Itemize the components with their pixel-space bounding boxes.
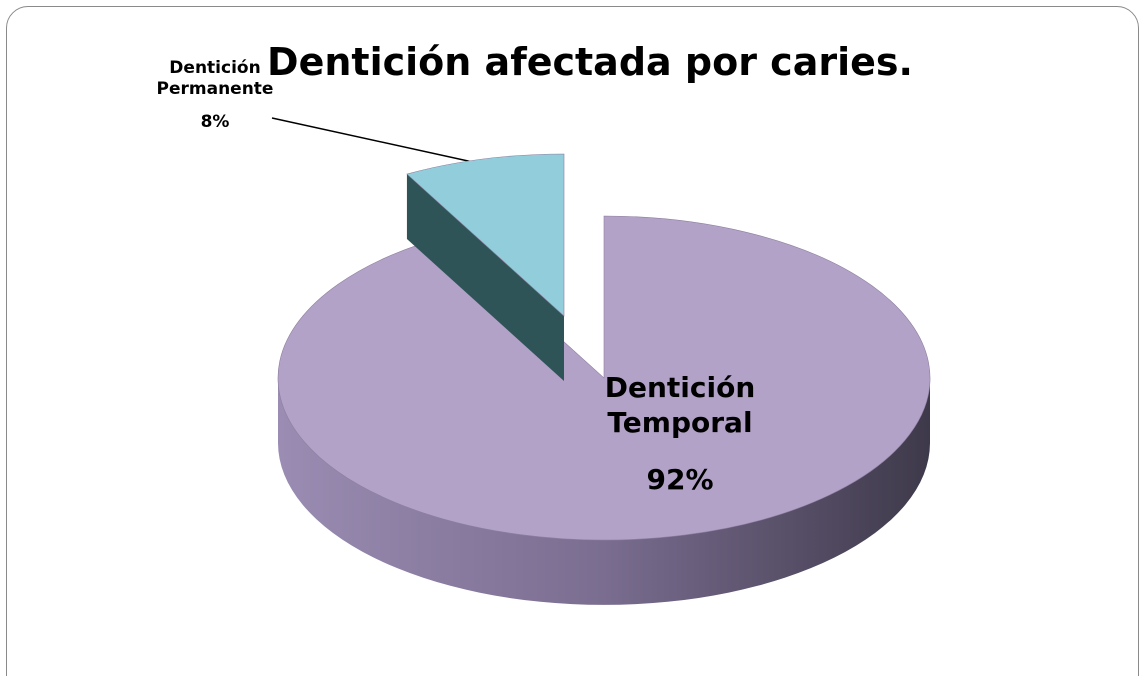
pie-face <box>406 174 564 381</box>
slice-label: Dentición Permanente <box>156 58 274 100</box>
chart-frame <box>6 6 1139 676</box>
value-label: 8% <box>200 112 230 132</box>
pie-slice <box>277 215 931 541</box>
leader-line <box>271 117 501 169</box>
pie-slice <box>406 153 565 317</box>
slice-label: Dentición Temporal <box>604 371 756 439</box>
chart-title: Dentición afectada por caries. <box>267 40 913 84</box>
value-label: 92% <box>646 463 714 496</box>
pie-side <box>278 378 930 605</box>
